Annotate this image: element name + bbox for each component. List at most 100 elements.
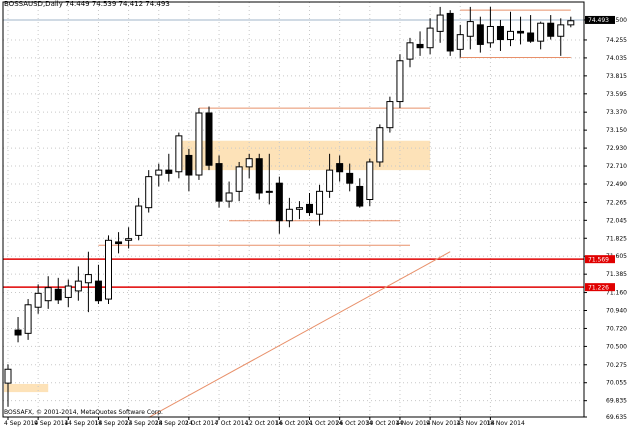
- y-tick-label: 71.385: [606, 271, 627, 278]
- x-tick-label: 30 Oct 2014: [366, 420, 403, 427]
- y-tick-label: 73.370: [606, 109, 627, 116]
- y-tick-label: 70.275: [606, 362, 627, 369]
- y-tick-label: 70.720: [606, 325, 627, 332]
- y-tick-label: 70.940: [606, 307, 627, 314]
- x-tick-label: 4 Sep 2014: [4, 420, 38, 427]
- candle-bear: [356, 185, 364, 207]
- x-tick-label: 18 Nov 2014: [486, 420, 525, 427]
- chart-symbol: BOSSAUSD,Daily: [4, 0, 63, 8]
- y-tick-label: 71.605: [606, 253, 627, 260]
- y-tick-label: 72.490: [606, 181, 627, 188]
- y-tick-label: 73.150: [606, 127, 627, 134]
- candle-bull: [326, 169, 334, 192]
- x-tick-label: 4 Nov 2014: [396, 420, 431, 427]
- candle-bull: [295, 207, 303, 210]
- candle-bear: [527, 32, 535, 42]
- candle-bear: [306, 203, 313, 214]
- y-tick-label: 69.635: [606, 414, 627, 421]
- x-tick-label: 21 Oct 2014: [306, 420, 343, 427]
- candle-bear: [336, 163, 344, 173]
- y-tick-label: 72.930: [606, 145, 627, 152]
- candle-bull: [34, 292, 42, 308]
- candle-bull: [4, 368, 12, 384]
- y-tick-label: 71.160: [606, 290, 627, 297]
- x-tick-label: 9 Nov 2014: [426, 420, 461, 427]
- candle-bull: [155, 169, 163, 176]
- candle-bull: [386, 101, 394, 129]
- candle-bull: [265, 190, 273, 193]
- trend-segment: [148, 251, 451, 418]
- y-tick-label: 74.035: [606, 55, 627, 62]
- candle-bull: [456, 34, 464, 50]
- candle-bull: [507, 30, 514, 41]
- candle-bull: [135, 205, 143, 236]
- candle-bull: [396, 60, 404, 103]
- chart-ohlc: 74.449 74.539 74.412 74.493: [65, 0, 170, 8]
- copyright-label: BOSSAFX, © 2001-2014, MetaQuotes Softwar…: [4, 409, 163, 416]
- candle-bull: [24, 304, 32, 334]
- candle-bull: [195, 112, 203, 176]
- candle-bull: [557, 24, 565, 37]
- y-tick-label: 72.265: [606, 199, 627, 206]
- y-tick-label: 72.710: [606, 163, 627, 170]
- axes-layer: [2, 1, 587, 420]
- red-level-tag: 71.569: [588, 256, 609, 263]
- x-tick-label: 18 Sep 2014: [94, 420, 132, 427]
- candle-bear: [517, 30, 525, 34]
- candle-bull: [44, 287, 52, 302]
- y-tick-label: 74.255: [606, 37, 627, 44]
- candle-bull: [285, 208, 293, 222]
- candle-bull: [406, 42, 414, 60]
- y-tick-label: 73.815: [606, 73, 627, 80]
- candle-bull: [316, 190, 324, 215]
- x-tick-label: 13 Nov 2014: [456, 420, 495, 427]
- candle-bull: [537, 22, 545, 42]
- chart-title: BOSSAUSD,Daily 74.449 74.539 74.412 74.4…: [4, 0, 170, 8]
- x-tick-label: 28 Sep 2014: [155, 420, 193, 427]
- red-level-tag-bg: [585, 255, 615, 264]
- labels-layer: 74.500 74.255 74.035 73.815 73.595 73.370 73.1…: [4, 15, 627, 427]
- candle-bear: [165, 169, 173, 174]
- x-tick-label: 23 Sep 2014: [125, 420, 163, 427]
- candle-bear: [275, 182, 283, 222]
- candle-bear: [476, 24, 484, 45]
- candle-bull: [105, 239, 112, 300]
- candle-bull: [225, 192, 233, 202]
- candle-bull: [145, 176, 153, 209]
- candle-bull: [376, 127, 384, 163]
- x-tick-label: 12 Oct 2014: [245, 420, 282, 427]
- zone-rect: [4, 383, 49, 393]
- candle-bull: [436, 14, 444, 32]
- x-tick-label: 16 Oct 2014: [275, 420, 312, 427]
- y-tick-label: 70.055: [606, 380, 627, 387]
- x-tick-label: 9 Sep 2014: [34, 420, 68, 427]
- red-level-tag-bg: [585, 283, 615, 292]
- candle-bull: [466, 21, 474, 37]
- y-tick-label: 71.825: [606, 235, 627, 242]
- candle-bull: [84, 274, 92, 284]
- x-tick-label: 7 Oct 2014: [215, 420, 248, 427]
- candle-bear: [446, 12, 454, 52]
- y-tick-label: 72.045: [606, 217, 627, 224]
- candle-bear: [14, 329, 22, 336]
- candle-bull: [175, 135, 183, 173]
- y-tick-label: 74.500: [606, 17, 627, 24]
- candle-bull: [366, 161, 374, 201]
- x-tick-label: 14 Sep 2014: [64, 420, 102, 427]
- plot-frame: [2, 1, 585, 418]
- y-tick-label: 69.835: [606, 398, 627, 405]
- y-tick-label: 70.500: [606, 343, 627, 350]
- red-level-tag: 71.226: [588, 284, 609, 291]
- candle-bear: [94, 280, 102, 302]
- candle-bull: [74, 280, 82, 292]
- candle-bear: [205, 112, 213, 166]
- candle-bull: [64, 285, 72, 298]
- candle-bear: [215, 163, 223, 202]
- candle-bull: [567, 20, 575, 26]
- y-tick-label: 73.595: [606, 91, 627, 98]
- x-tick-label: 2 Oct 2014: [185, 420, 218, 427]
- candle-bear: [416, 43, 424, 49]
- candle-bear: [185, 154, 193, 176]
- grid-layer: [3, 2, 584, 417]
- current-price-tag: 74.493: [588, 17, 609, 24]
